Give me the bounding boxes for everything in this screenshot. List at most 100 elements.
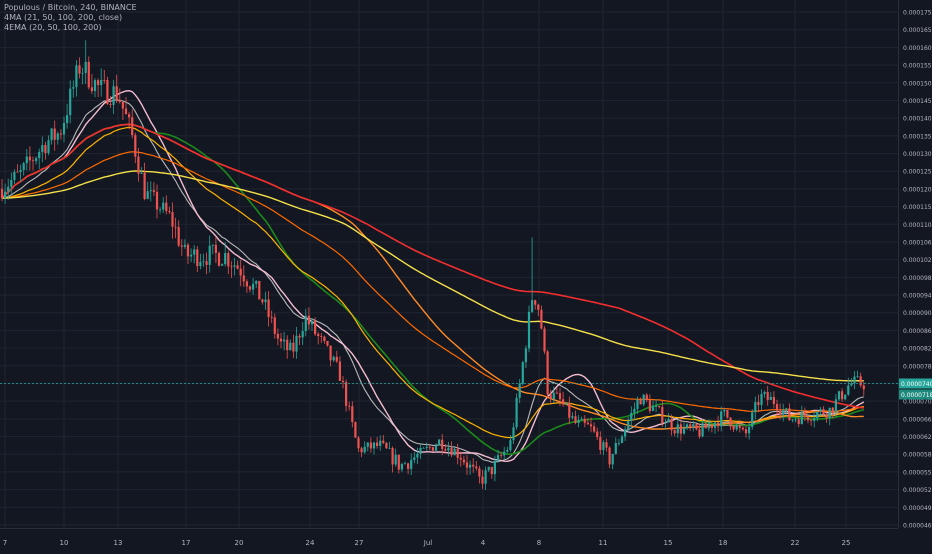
candle-body xyxy=(236,265,239,269)
candle-body xyxy=(165,202,168,212)
candle-body xyxy=(531,300,534,312)
candle-body xyxy=(363,446,366,453)
candle-body xyxy=(788,408,791,421)
candle-body xyxy=(168,211,171,213)
candle-body xyxy=(469,464,472,468)
candle-body xyxy=(103,80,106,81)
candle-body xyxy=(267,299,270,317)
candle-body xyxy=(90,87,93,92)
candle-body xyxy=(630,412,633,422)
candle-body xyxy=(230,266,233,268)
candle-body xyxy=(490,466,493,475)
candle-body xyxy=(645,394,648,401)
x-tick-label: 8 xyxy=(537,539,541,547)
candle-body xyxy=(673,430,676,434)
ma-50-line xyxy=(1,123,864,455)
candle-body xyxy=(741,427,744,430)
candle-body xyxy=(438,439,441,446)
candle-body xyxy=(775,403,779,411)
candle-body xyxy=(782,410,785,415)
candle-body xyxy=(453,448,456,456)
candle-body xyxy=(661,406,664,424)
candle-body xyxy=(22,163,25,170)
candle-body xyxy=(317,334,320,337)
candle-body xyxy=(307,315,310,325)
candle-body xyxy=(177,227,180,246)
candle-body xyxy=(822,409,825,415)
candle-body xyxy=(335,356,338,362)
candle-body xyxy=(10,179,13,187)
candle-body xyxy=(465,462,469,468)
x-tick-label: 17 xyxy=(182,539,191,547)
candle-body xyxy=(78,65,81,74)
candle-body xyxy=(87,61,90,88)
candle-body xyxy=(403,463,407,465)
candle-body xyxy=(549,394,552,400)
second-price-badge xyxy=(899,389,932,400)
candle-body xyxy=(81,72,84,74)
candle-body xyxy=(831,407,834,413)
candle-body xyxy=(586,422,589,425)
candle-body xyxy=(524,348,527,363)
candle-body xyxy=(84,61,87,73)
candle-body xyxy=(611,453,614,465)
candle-body xyxy=(689,424,692,428)
candle-body xyxy=(128,114,131,118)
candle-body xyxy=(66,115,69,123)
candle-body xyxy=(738,425,741,428)
candle-body xyxy=(515,397,518,428)
candle-body xyxy=(326,340,329,346)
candle-body xyxy=(620,436,624,443)
candle-body xyxy=(217,252,221,266)
candle-body xyxy=(763,391,766,394)
candle-body xyxy=(416,453,419,458)
candle-body xyxy=(19,169,22,172)
candle-body xyxy=(248,286,252,290)
legend-ma[interactable]: 4MA (21, 50, 100, 200, close) xyxy=(4,13,123,22)
ma-21-line xyxy=(1,89,865,463)
candle-body xyxy=(692,424,695,428)
candle-body xyxy=(813,418,816,421)
candle-body xyxy=(602,442,605,451)
candle-body xyxy=(853,376,856,384)
candle-body xyxy=(62,122,66,135)
legend-ema[interactable]: 4EMA (20, 50, 100, 200) xyxy=(4,23,102,32)
candle-body xyxy=(664,422,667,424)
candle-body xyxy=(149,190,152,192)
candle-body xyxy=(214,244,217,253)
candle-body xyxy=(614,442,617,454)
candle-body xyxy=(16,171,19,173)
candle-body xyxy=(261,299,264,303)
candle-body xyxy=(115,86,118,100)
candle-body xyxy=(686,424,689,428)
candle-body xyxy=(410,459,413,469)
x-tick-label: 24 xyxy=(306,539,315,547)
legend-symbol[interactable]: Populous / Bitcoin, 240, BINANCE xyxy=(4,3,137,12)
candle-body xyxy=(304,315,307,332)
candle-body xyxy=(186,244,190,257)
candle-body xyxy=(655,406,658,407)
candle-body xyxy=(862,385,865,390)
x-tick-label: 18 xyxy=(719,539,728,547)
candle-body xyxy=(636,399,639,409)
candle-body xyxy=(754,402,757,413)
candle-body xyxy=(431,447,434,451)
candle-body xyxy=(478,468,481,477)
candle-body xyxy=(53,128,56,140)
ema-100-line xyxy=(1,151,864,413)
candle-body xyxy=(407,463,410,469)
candle-body xyxy=(41,145,44,152)
candle-body xyxy=(682,427,686,434)
candle-body xyxy=(819,409,822,412)
candle-body xyxy=(385,442,388,449)
